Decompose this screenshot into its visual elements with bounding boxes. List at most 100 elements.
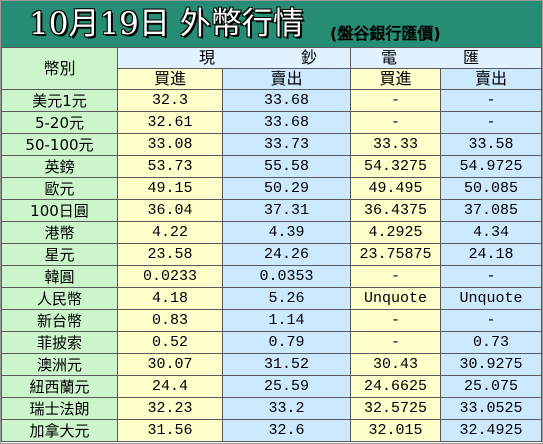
cash-sell-cell: 37.31 [221, 199, 352, 222]
cash-sell-cell: 50.29 [221, 177, 352, 200]
tt-sell-cell: 37.085 [440, 199, 542, 222]
tt-sell-cell: 24.18 [440, 243, 542, 266]
currency-cell: 人民幣 [1, 287, 118, 310]
cash-buy-cell: 32.23 [117, 397, 223, 420]
header-row-subcolumns: 買進 賣出 買進 賣出 [2, 68, 542, 90]
page-title: 10月19日 外幣行情 [29, 6, 304, 42]
exchange-rate-table: 幣別 現鈔 電匯 買進 賣出 買進 賣出 美元1元32.333.68--5-20… [1, 47, 542, 442]
tt-buy-cell: 49.495 [350, 177, 442, 200]
cash-buy-cell: 32.3 [117, 89, 223, 112]
cash-buy-cell: 0.0233 [117, 265, 223, 288]
tt-sell-cell: 32.4925 [440, 419, 542, 442]
currency-cell: 澳洲元 [1, 353, 118, 376]
currency-cell: 港幣 [1, 221, 118, 244]
table-row: 100日圓 36.04 37.31 36.4375 37.085 [1, 199, 542, 222]
tt-buy-cell: 54.3275 [350, 155, 442, 178]
tt-sell-cell: 4.34 [440, 221, 542, 244]
currency-cell: 瑞士法朗 [1, 397, 118, 420]
cash-sell-cell: 33.2 [221, 397, 352, 420]
currency-cell: 加拿大元 [1, 419, 118, 442]
tt-buy-cell: 23.75875 [350, 243, 442, 266]
tt-sell-cell: 30.9275 [440, 353, 542, 376]
currency-cell: 菲披索 [1, 331, 118, 354]
cash-buy-cell: 23.58 [117, 243, 223, 266]
tt-sell-cell: 33.0525 [440, 397, 542, 420]
cash-buy-cell: 36.04 [117, 199, 223, 222]
cash-sell-cell: 31.52 [221, 353, 352, 376]
table-row: 韓圓 0.0233 0.0353- - [1, 265, 542, 288]
tt-buy-cell: 32.015 [350, 419, 442, 442]
tt-buy-cell: - [350, 309, 442, 332]
currency-cell: 新台幣 [1, 309, 118, 332]
currency-cell: 5-20元 [1, 111, 118, 134]
cash-buy-cell: 53.73 [117, 155, 223, 178]
tt-buy-cell: Unquote [350, 287, 442, 310]
tt-buy-cell: 32.5725 [350, 397, 442, 420]
table-row: 港幣 4.22 4.39 4.2925 4.34 [1, 221, 542, 244]
cash-sell-header: 賣出 [221, 68, 352, 90]
tt-sell-cell: - [440, 111, 542, 134]
table-row: 歐元 49.15 50.29 49.495 50.085 [1, 177, 542, 200]
header-row-groups: 幣別 現鈔 電匯 [1, 47, 542, 90]
tt-sell-cell: Unquote [440, 287, 542, 310]
tt-buy-cell: - [350, 111, 442, 134]
tt-buy-cell: 24.6625 [350, 375, 442, 398]
tt-sell-cell: 54.9725 [440, 155, 542, 178]
table-row: 菲披索 0.52 0.79-0.73 [1, 331, 542, 354]
cash-buy-cell: 4.22 [117, 221, 223, 244]
table-row: 人民幣 4.18 5.26 Unquote Unquote [1, 287, 542, 310]
telegraphic-transfer-group-header: 電匯 [350, 47, 542, 69]
tt-buy-cell: 33.33 [350, 133, 442, 156]
currency-header: 幣別 [1, 47, 118, 90]
table-row: 5-20元 32.61 33.68- - [1, 111, 542, 134]
currency-cell: 紐西蘭元 [1, 375, 118, 398]
table-row: 新台幣 0.83 1.14- - [1, 309, 542, 332]
currency-cell: 韓圓 [1, 265, 118, 288]
telegraphic-transfer-group-label: 電匯 [381, 48, 542, 67]
currency-cell: 50-100元 [1, 133, 118, 156]
tt-sell-cell: - [440, 309, 542, 332]
currency-cell: 星元 [1, 243, 118, 266]
cash-sell-cell: 5.26 [221, 287, 352, 310]
cash-sell-cell: 24.26 [221, 243, 352, 266]
cash-sell-cell: 4.39 [221, 221, 352, 244]
cash-group-header: 現鈔 [116, 47, 352, 69]
tt-sell-cell: 50.085 [440, 177, 542, 200]
cash-buy-cell: 30.07 [117, 353, 223, 376]
title-bar: 10月19日 外幣行情 (盤谷銀行匯價) [1, 1, 542, 47]
tt-sell-cell: - [440, 89, 542, 112]
table-row: 瑞士法朗 32.23 33.2 32.5725 33.0525 [1, 397, 542, 420]
tt-buy-cell: - [350, 265, 442, 288]
currency-cell: 英鎊 [1, 155, 118, 178]
tt-sell-cell: - [440, 265, 542, 288]
tt-sell-cell: 25.075 [440, 375, 542, 398]
tt-sell-cell: 0.73 [440, 331, 542, 354]
cash-sell-cell: 55.58 [221, 155, 352, 178]
tt-buy-cell: - [350, 89, 442, 112]
tt-buy-cell: - [350, 331, 442, 354]
cash-buy-header: 買進 [117, 68, 223, 90]
tt-sell-header: 賣出 [440, 68, 542, 90]
tt-buy-header: 買進 [350, 68, 442, 90]
cash-group-label: 現鈔 [199, 48, 317, 67]
cash-sell-cell: 32.6 [221, 419, 352, 442]
table-row: 星元 23.58 24.26 23.75875 24.18 [1, 243, 542, 266]
tt-buy-cell: 4.2925 [350, 221, 442, 244]
cash-buy-cell: 24.4 [117, 375, 223, 398]
tt-buy-cell: 36.4375 [350, 199, 442, 222]
table-row: 澳洲元 30.07 31.52 30.43 30.9275 [1, 353, 542, 376]
currency-cell: 歐元 [1, 177, 118, 200]
cash-sell-cell: 33.68 [221, 89, 352, 112]
cash-buy-cell: 31.56 [117, 419, 223, 442]
cash-buy-cell: 49.15 [117, 177, 223, 200]
tt-buy-cell: 30.43 [350, 353, 442, 376]
cash-sell-cell: 25.59 [221, 375, 352, 398]
source-label: (盤谷銀行匯價) [330, 24, 441, 43]
cash-sell-cell: 33.68 [221, 111, 352, 134]
table-row: 紐西蘭元 24.4 25.59 24.6625 25.075 [1, 375, 542, 398]
cash-buy-cell: 0.52 [117, 331, 223, 354]
cash-buy-cell: 0.83 [117, 309, 223, 332]
table-row: 英鎊 53.73 55.58 54.3275 54.9725 [1, 155, 542, 178]
cash-buy-cell: 4.18 [117, 287, 223, 310]
